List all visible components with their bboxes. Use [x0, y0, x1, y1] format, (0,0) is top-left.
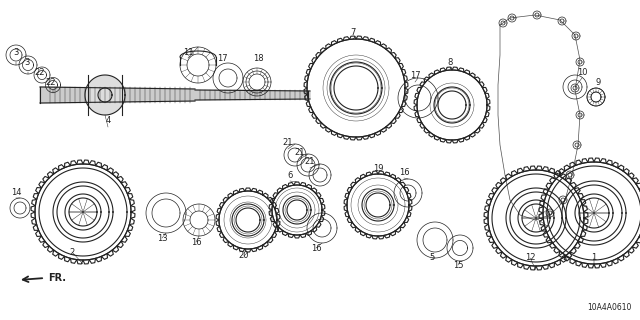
Polygon shape	[85, 75, 125, 115]
Polygon shape	[40, 87, 195, 103]
Text: 17: 17	[217, 53, 227, 62]
Text: 3: 3	[13, 47, 19, 57]
Text: 11: 11	[183, 47, 193, 57]
Polygon shape	[195, 90, 310, 100]
Text: 22: 22	[45, 77, 56, 86]
Text: 16: 16	[310, 244, 321, 252]
Text: 16: 16	[399, 167, 410, 177]
Text: 13: 13	[157, 234, 167, 243]
Text: 4: 4	[106, 116, 111, 124]
Text: 6: 6	[287, 171, 292, 180]
Text: 3: 3	[24, 58, 29, 67]
Text: 7: 7	[350, 28, 356, 36]
Text: 21: 21	[305, 156, 316, 165]
Text: 2: 2	[69, 247, 75, 257]
Text: 5: 5	[429, 253, 435, 262]
Text: 14: 14	[11, 188, 21, 196]
Text: 21: 21	[295, 148, 305, 156]
Text: 21: 21	[283, 138, 293, 147]
Text: 22: 22	[35, 68, 45, 76]
Text: 9: 9	[595, 77, 600, 86]
Text: 15: 15	[452, 260, 463, 269]
Text: 18: 18	[253, 53, 263, 62]
Text: 12: 12	[525, 253, 535, 262]
Text: 10: 10	[577, 68, 588, 76]
Text: 16: 16	[191, 237, 202, 246]
Text: FR.: FR.	[48, 273, 66, 283]
Text: 8: 8	[447, 58, 452, 67]
Text: 19: 19	[372, 164, 383, 172]
Text: 17: 17	[410, 70, 420, 79]
Text: 20: 20	[239, 252, 249, 260]
Text: 1: 1	[591, 253, 596, 262]
Text: 10A4A0610: 10A4A0610	[588, 303, 632, 312]
